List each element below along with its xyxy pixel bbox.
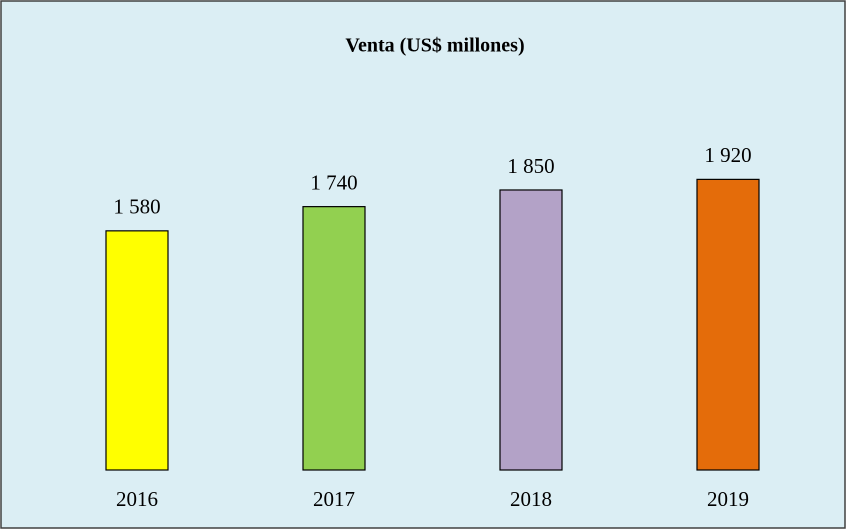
data-label: 1 580	[113, 195, 160, 219]
bar	[499, 189, 563, 471]
x-tick-label: 2019	[707, 487, 749, 511]
data-label: 1 740	[310, 170, 357, 194]
bar	[696, 178, 760, 471]
x-tick-label: 2018	[510, 487, 552, 511]
chart-title: Venta (US$ millones)	[345, 35, 524, 57]
bar	[302, 206, 366, 471]
bar	[105, 230, 169, 471]
x-tick-label: 2016	[116, 487, 158, 511]
x-tick-label: 2017	[313, 487, 355, 511]
data-label: 1 920	[704, 143, 751, 167]
data-label: 1 850	[507, 154, 554, 178]
